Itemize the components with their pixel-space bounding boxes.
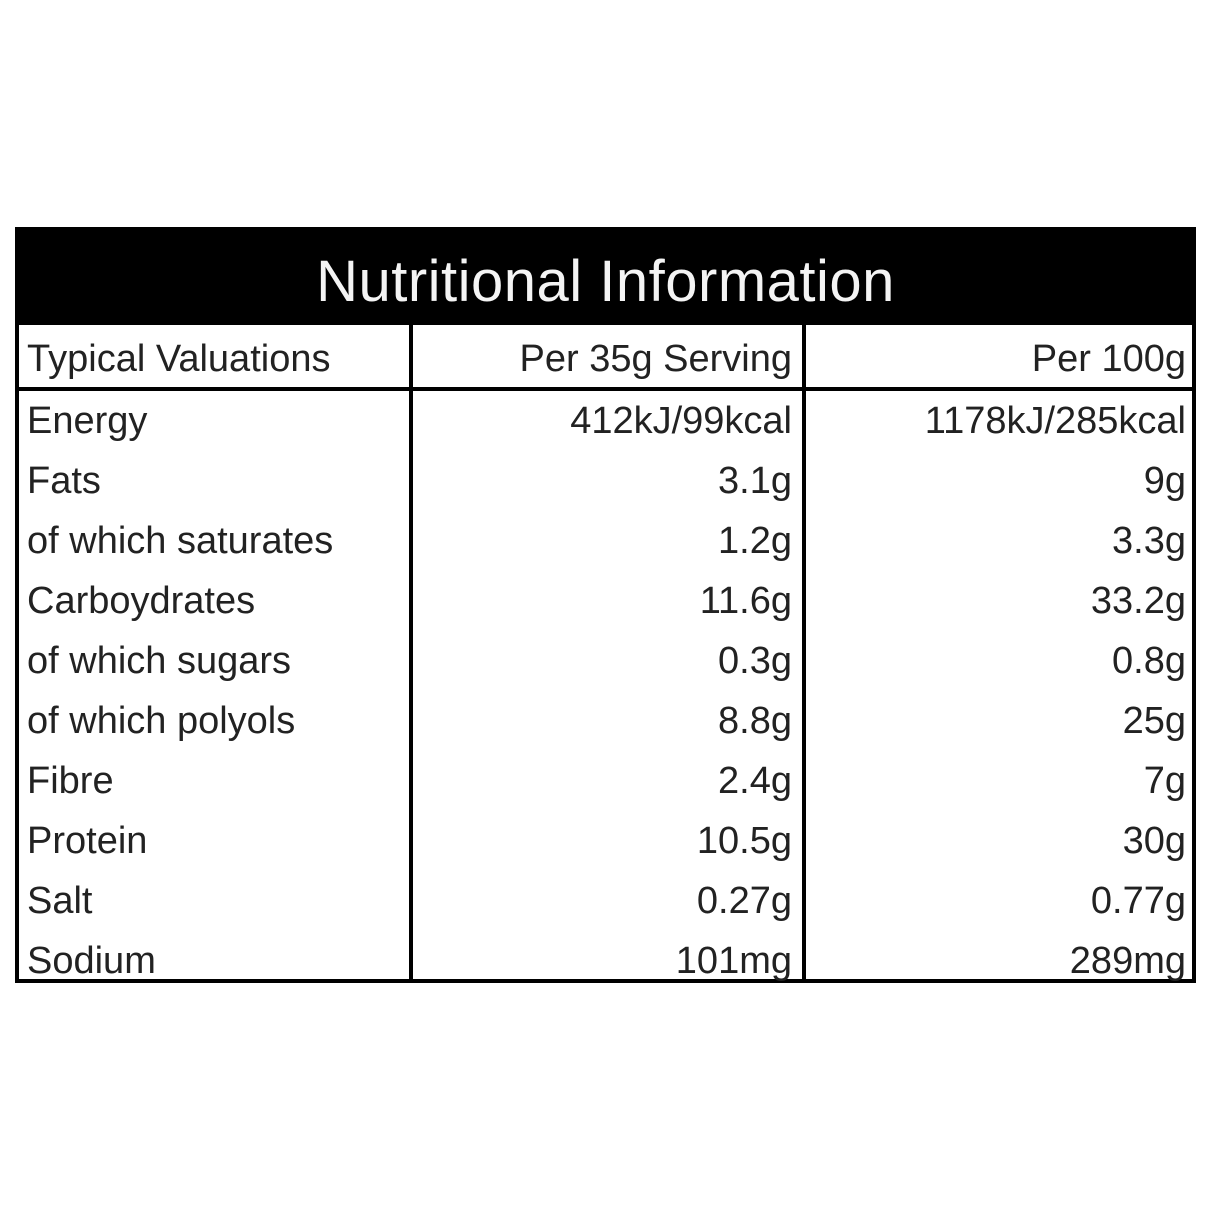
nutrient-label: of which polyols bbox=[27, 700, 296, 742]
per-serving-value: 101mg bbox=[675, 940, 792, 982]
column-divider bbox=[802, 325, 806, 979]
nutrient-label: Fibre bbox=[27, 760, 114, 802]
header-per-100g: Per 100g bbox=[1031, 338, 1186, 380]
per-serving-value: 10.5g bbox=[696, 820, 792, 862]
table-title: Nutritional Information bbox=[19, 231, 1192, 325]
table-row: of which polyols 8.8g 25g bbox=[19, 691, 1192, 751]
per-100g-value: 3.3g bbox=[1112, 520, 1186, 562]
table-row: Carboydrates 11.6g 33.2g bbox=[19, 571, 1192, 631]
per-100g-value: 33.2g bbox=[1090, 580, 1186, 622]
table-body: Energy 412kJ/99kcal 1178kJ/285kcal Fats … bbox=[19, 391, 1192, 982]
table-grid: Typical Valuations Per 35g Serving Per 1… bbox=[19, 325, 1192, 982]
per-serving-value: 3.1g bbox=[718, 460, 792, 502]
table-row: Protein 10.5g 30g bbox=[19, 811, 1192, 871]
per-serving-value: 11.6g bbox=[699, 580, 792, 622]
per-serving-value: 0.3g bbox=[718, 640, 792, 682]
per-serving-value: 1.2g bbox=[718, 520, 792, 562]
table-row: Sodium 101mg 289mg bbox=[19, 931, 1192, 991]
nutrient-label: Salt bbox=[27, 880, 93, 922]
nutrient-label: Carboydrates bbox=[27, 580, 256, 622]
per-serving-value: 2.4g bbox=[718, 760, 792, 802]
per-100g-value: 25g bbox=[1122, 700, 1186, 742]
header-per-serving: Per 35g Serving bbox=[519, 338, 793, 380]
nutrient-label: Fats bbox=[27, 460, 101, 502]
table-row: of which sugars 0.3g 0.8g bbox=[19, 631, 1192, 691]
per-serving-value: 412kJ/99kcal bbox=[570, 400, 792, 442]
per-100g-value: 30g bbox=[1122, 820, 1186, 862]
header-typical-valuations: Typical Valuations bbox=[27, 338, 331, 380]
column-divider bbox=[409, 325, 413, 979]
per-serving-value: 0.27g bbox=[696, 880, 792, 922]
table-row: of which saturates 1.2g 3.3g bbox=[19, 511, 1192, 571]
per-100g-value: 0.77g bbox=[1090, 880, 1186, 922]
nutrient-label: of which saturates bbox=[27, 520, 334, 562]
table-row: Energy 412kJ/99kcal 1178kJ/285kcal bbox=[19, 391, 1192, 451]
per-serving-value: 8.8g bbox=[718, 700, 792, 742]
per-100g-value: 289mg bbox=[1069, 940, 1186, 982]
table-row: Fats 3.1g 9g bbox=[19, 451, 1192, 511]
per-100g-value: 1178kJ/285kcal bbox=[924, 400, 1186, 442]
nutrient-label: Sodium bbox=[27, 940, 156, 982]
table-row: Salt 0.27g 0.77g bbox=[19, 871, 1192, 931]
nutrient-label: of which sugars bbox=[27, 640, 292, 682]
per-100g-value: 7g bbox=[1143, 760, 1186, 802]
nutrient-label: Energy bbox=[27, 400, 148, 442]
per-100g-value: 9g bbox=[1143, 460, 1186, 502]
table-row: Fibre 2.4g 7g bbox=[19, 751, 1192, 811]
per-100g-value: 0.8g bbox=[1112, 640, 1186, 682]
nutrient-label: Protein bbox=[27, 820, 148, 862]
header-row: Typical Valuations Per 35g Serving Per 1… bbox=[19, 325, 1192, 391]
nutrition-table: Nutritional Information Typical Valuatio… bbox=[15, 227, 1196, 983]
